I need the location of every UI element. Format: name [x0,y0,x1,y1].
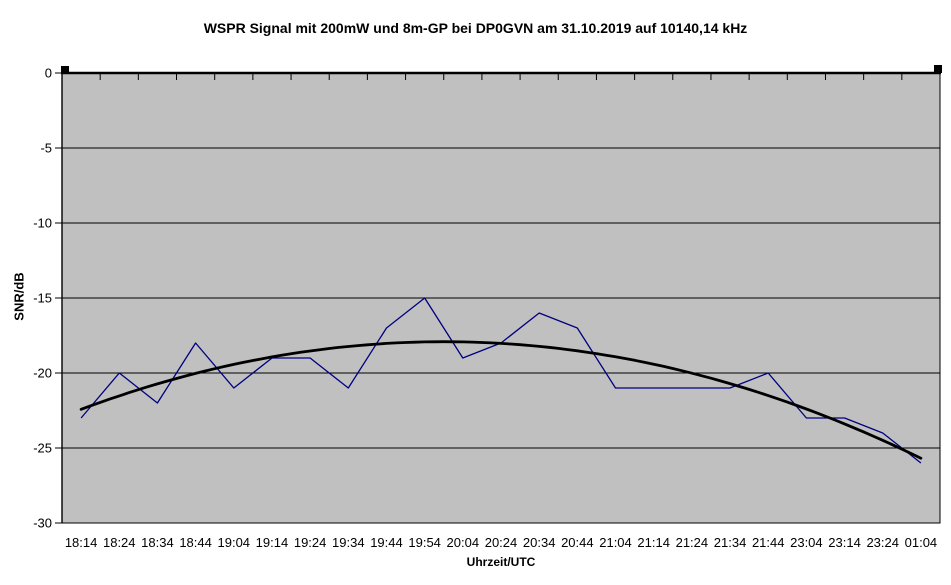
x-tick-label: 23:24 [866,535,899,550]
polynomial-trendline [79,340,923,460]
x-tick-label: 21:34 [714,535,747,550]
y-tick-label: -20 [33,366,52,381]
x-tick-label: 21:04 [599,535,632,550]
x-tick-label: 20:34 [523,535,556,550]
y-tick-label: -25 [33,441,52,456]
y-tick-label: -15 [33,291,52,306]
x-tick-label: 19:44 [370,535,403,550]
y-tick-label: -30 [33,516,52,531]
x-tick-label: 19:54 [408,535,441,550]
x-tick-label: 20:04 [447,535,480,550]
x-tick-label: 23:04 [790,535,823,550]
chart-title: WSPR Signal mit 200mW und 8m-GP bei DP0G… [203,20,748,36]
x-tick-label: 21:24 [676,535,709,550]
x-tick-label: 18:24 [103,535,136,550]
y-tick-label: -5 [40,141,52,156]
x-tick-label: 18:44 [179,535,212,550]
x-tick-label: 18:14 [65,535,98,550]
x-tick-label: 20:44 [561,535,594,550]
x-tick-label: 20:24 [485,535,518,550]
x-tick-label: 19:04 [218,535,251,550]
x-tick-label: 18:34 [141,535,174,550]
x-tick-label: 21:44 [752,535,785,550]
x-tick-label: 19:24 [294,535,327,550]
x-tick-label: 01:04 [905,535,938,550]
x-tick-label: 23:14 [828,535,861,550]
y-tick-label: -10 [33,216,52,231]
x-tick-label: 19:34 [332,535,365,550]
axis-handle-right [934,65,942,73]
axis-handle-left [61,66,69,74]
x-tick-label: 21:14 [637,535,670,550]
x-axis-title: Uhrzeit/UTC [466,555,536,569]
y-tick-label: 0 [45,66,52,81]
x-tick-label: 19:14 [256,535,289,550]
